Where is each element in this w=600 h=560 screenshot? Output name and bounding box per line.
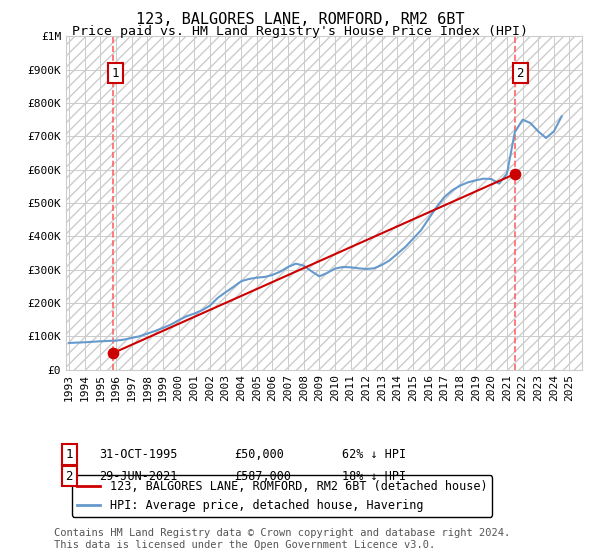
Text: 2: 2 xyxy=(65,469,73,483)
Text: Price paid vs. HM Land Registry's House Price Index (HPI): Price paid vs. HM Land Registry's House … xyxy=(72,25,528,38)
Text: £587,000: £587,000 xyxy=(234,469,291,483)
Text: 62% ↓ HPI: 62% ↓ HPI xyxy=(342,448,406,461)
Legend: 123, BALGORES LANE, ROMFORD, RM2 6BT (detached house), HPI: Average price, detac: 123, BALGORES LANE, ROMFORD, RM2 6BT (de… xyxy=(72,475,492,517)
Point xyxy=(109,348,118,357)
Text: 2: 2 xyxy=(517,67,524,80)
Text: 18% ↓ HPI: 18% ↓ HPI xyxy=(342,469,406,483)
Text: 29-JUN-2021: 29-JUN-2021 xyxy=(99,469,178,483)
Text: 1: 1 xyxy=(112,67,119,80)
Text: 123, BALGORES LANE, ROMFORD, RM2 6BT: 123, BALGORES LANE, ROMFORD, RM2 6BT xyxy=(136,12,464,27)
Text: 1: 1 xyxy=(65,448,73,461)
Text: £50,000: £50,000 xyxy=(234,448,284,461)
Text: Contains HM Land Registry data © Crown copyright and database right 2024.
This d: Contains HM Land Registry data © Crown c… xyxy=(54,528,510,550)
Point xyxy=(510,170,520,179)
Text: 31-OCT-1995: 31-OCT-1995 xyxy=(99,448,178,461)
